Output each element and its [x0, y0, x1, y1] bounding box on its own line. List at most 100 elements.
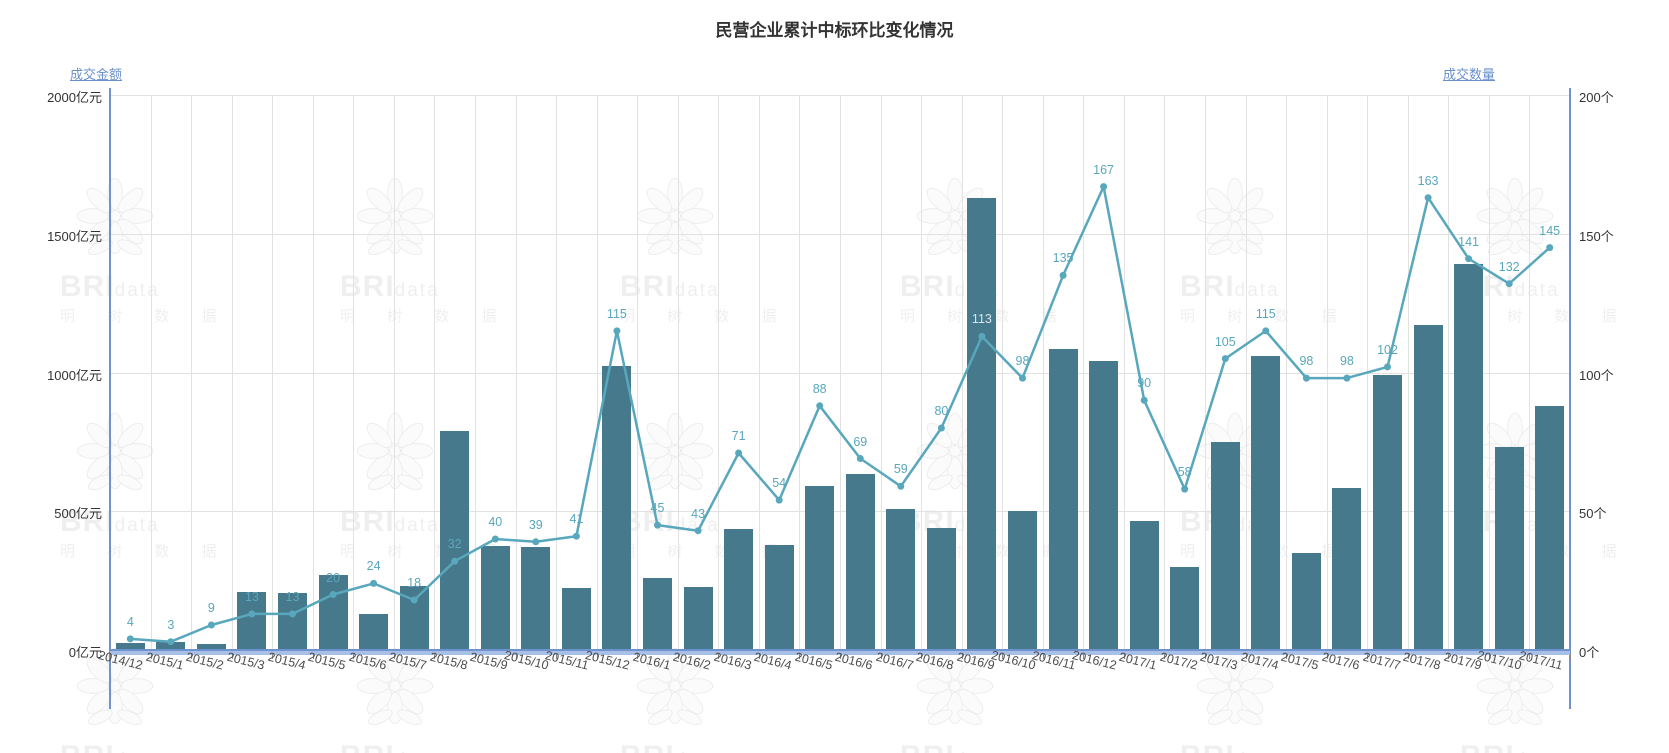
line-point-2015/2[interactable]: [207, 621, 215, 629]
line-point-2015/8[interactable]: [451, 557, 459, 565]
line-point-label: 80: [934, 404, 949, 418]
bar-2015/3[interactable]: [237, 591, 267, 650]
bar-2016/6[interactable]: [845, 473, 875, 650]
line-point-2015/6[interactable]: [370, 579, 378, 587]
line-point-2015/4[interactable]: [289, 610, 296, 618]
line-point-2017/4[interactable]: [1262, 327, 1270, 335]
line-point-2016/4[interactable]: [775, 496, 783, 504]
bar-2017/8[interactable]: [1413, 325, 1443, 650]
bar-2015/11[interactable]: [561, 587, 591, 650]
bar-2017/10[interactable]: [1494, 447, 1524, 650]
line-point-2017/6[interactable]: [1343, 374, 1351, 382]
line-point-2017/5[interactable]: [1302, 374, 1310, 382]
bar-2017/3[interactable]: [1210, 441, 1240, 650]
line-point-2015/9[interactable]: [491, 535, 499, 543]
bar-2016/1[interactable]: [643, 578, 672, 650]
bar-2016/10[interactable]: [1008, 511, 1037, 651]
bar-2017/5[interactable]: [1291, 552, 1321, 650]
x-axis-tick: [1448, 653, 1450, 659]
x-axis-tick: [556, 653, 558, 659]
line-point-label: 88: [812, 381, 827, 396]
bar-2015/10[interactable]: [521, 547, 551, 650]
bar-2015/2[interactable]: [196, 643, 226, 650]
chart-title: 民营企业累计中标环比变化情况: [715, 21, 954, 40]
line-point-label: 24: [366, 559, 381, 574]
line-point-2016/10[interactable]: [1019, 374, 1026, 382]
line-point-2016/8[interactable]: [937, 424, 945, 432]
bar-2015/12[interactable]: [602, 365, 632, 650]
bar-2016/8[interactable]: [926, 527, 956, 650]
line-point-2015/7[interactable]: [410, 596, 418, 604]
line-point-2015/5[interactable]: [329, 591, 337, 598]
line-point-label: 41: [569, 512, 584, 527]
line-point-2015/1[interactable]: [167, 638, 175, 646]
bar-2017/2[interactable]: [1170, 566, 1200, 651]
line-point-2015/11[interactable]: [572, 532, 580, 540]
bar-2014/12[interactable]: [115, 643, 145, 650]
bar-2016/12[interactable]: [1089, 361, 1119, 650]
y-axis-label-left: 2000亿元: [47, 90, 102, 105]
y-axis-label-right: 150个: [1579, 228, 1614, 244]
line-point-label: 39: [528, 517, 543, 532]
x-axis-tick: [961, 653, 963, 659]
line-point-label: 3: [167, 617, 175, 632]
bar-2017/7[interactable]: [1373, 375, 1402, 650]
bar-2016/7[interactable]: [886, 508, 916, 650]
bar-2017/11[interactable]: [1535, 405, 1565, 650]
line-point-2014/12[interactable]: [126, 635, 134, 643]
x-axis-tick: [353, 653, 355, 659]
x-axis-tick: [758, 653, 760, 659]
line-point-label: 145: [1539, 223, 1561, 238]
x-axis-tick: [110, 653, 111, 659]
line-point-2017/9[interactable]: [1465, 255, 1473, 263]
bar-2017/9[interactable]: [1454, 264, 1484, 650]
line-point-label: 115: [606, 306, 627, 321]
line-point-2017/8[interactable]: [1424, 194, 1432, 202]
line-point-2016/5[interactable]: [816, 402, 824, 410]
line-point-label: 163: [1417, 173, 1439, 188]
bar-2016/3[interactable]: [724, 528, 754, 650]
bar-2015/6[interactable]: [359, 613, 389, 650]
bar-2016/2[interactable]: [683, 586, 713, 650]
bar-2017/4[interactable]: [1251, 355, 1281, 650]
line-point-label: 20: [326, 570, 341, 585]
line-point-label: 43: [691, 506, 706, 521]
x-axis-tick: [840, 653, 841, 659]
line-point-2015/12[interactable]: [613, 327, 621, 335]
line-point-2017/2[interactable]: [1181, 485, 1189, 493]
line-point-2017/11[interactable]: [1546, 244, 1554, 252]
bar-2017/6[interactable]: [1332, 487, 1362, 650]
bar-2017/1[interactable]: [1129, 521, 1159, 650]
bar-2015/9[interactable]: [480, 545, 510, 650]
line-point-2016/11[interactable]: [1059, 271, 1067, 279]
bar-2015/5[interactable]: [318, 575, 348, 650]
bar-2016/5[interactable]: [805, 486, 835, 650]
line-point-label: 40: [488, 515, 503, 529]
bar-2016/11[interactable]: [1048, 348, 1078, 650]
line-point-2016/12[interactable]: [1100, 183, 1108, 191]
line-point-label: 18: [407, 576, 422, 590]
line-point-2016/3[interactable]: [735, 449, 743, 457]
bar-2015/4[interactable]: [278, 593, 307, 650]
line-point-2016/2[interactable]: [694, 527, 702, 535]
line-point-2016/7[interactable]: [897, 482, 905, 490]
line-point-2015/3[interactable]: [248, 610, 256, 618]
line-point-2017/3[interactable]: [1221, 355, 1229, 363]
y-axis-label-left: 500亿元: [54, 506, 102, 522]
line-point-2017/7[interactable]: [1384, 363, 1391, 371]
line-point-2016/6[interactable]: [856, 455, 864, 462]
line-point-2016/9[interactable]: [978, 332, 986, 340]
line-point-2016/1[interactable]: [654, 521, 661, 529]
bar-2015/1[interactable]: [156, 642, 186, 650]
line-point-label: 59: [893, 462, 908, 477]
bar-2015/8[interactable]: [440, 430, 470, 650]
line-point-2017/1[interactable]: [1140, 396, 1148, 404]
bar-2016/9[interactable]: [967, 197, 997, 650]
line-point-2015/10[interactable]: [532, 538, 540, 546]
bar-2016/4[interactable]: [764, 544, 794, 650]
line-point-label: 54: [772, 476, 787, 491]
line-point-2017/10[interactable]: [1505, 280, 1513, 288]
x-axis-tick: [475, 653, 476, 659]
